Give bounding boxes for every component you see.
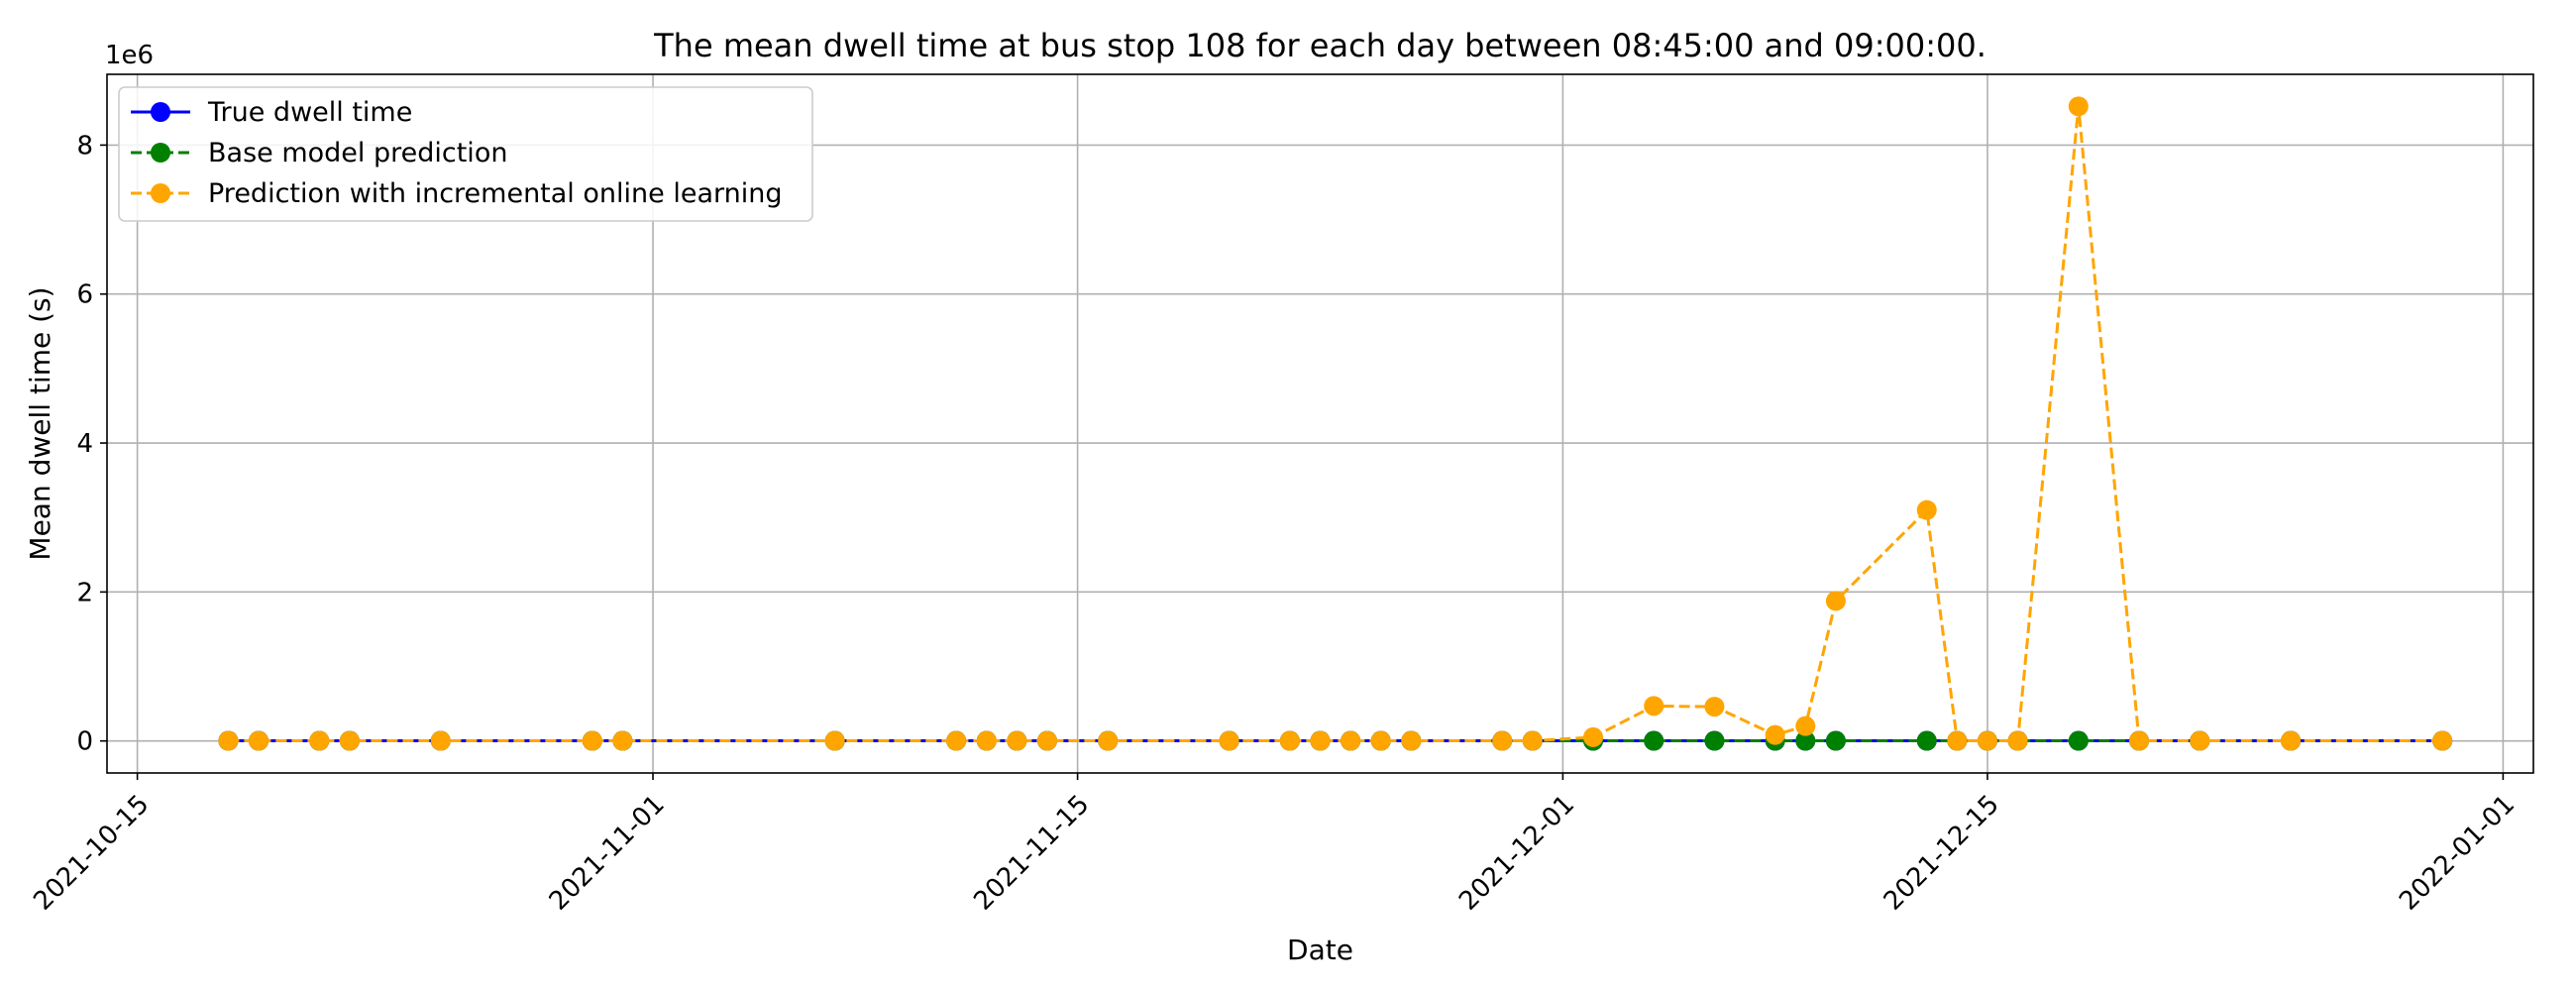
series-2-point: [430, 730, 451, 751]
chart-title: The mean dwell time at bus stop 108 for …: [653, 27, 1986, 64]
series-1-point: [1704, 730, 1725, 751]
y-axis-label: Mean dwell time (s): [24, 286, 56, 560]
series-1-point: [2068, 730, 2089, 751]
y-tick-label: 4: [76, 429, 93, 459]
legend-marker: [151, 102, 170, 122]
series-2-point: [1977, 730, 1997, 751]
series-2-point: [1098, 730, 1119, 751]
legend-marker: [151, 143, 170, 163]
series-2-point: [1310, 730, 1331, 751]
series-2-point: [1219, 730, 1239, 751]
series-2-point: [1522, 730, 1543, 751]
series-2-point: [1036, 730, 1057, 751]
series-2-point: [2190, 730, 2210, 751]
plot-frame: [106, 73, 2534, 774]
series-2-point: [976, 730, 997, 751]
series-2-point: [2007, 730, 2028, 751]
series-1-point: [1644, 730, 1664, 751]
series-2-point: [1279, 730, 1300, 751]
series-1-point: [1795, 730, 1816, 751]
series-1-point: [1825, 730, 1846, 751]
grid: [107, 74, 2533, 773]
y-tick-label: 0: [76, 727, 93, 757]
series-2-point: [582, 730, 602, 751]
legend-entry-label: Prediction with incremental online learn…: [208, 178, 783, 209]
series-2-point: [1341, 730, 1361, 751]
y-tick-label: 6: [76, 280, 93, 310]
series-2-point: [1370, 730, 1391, 751]
series-2-point: [2281, 730, 2302, 751]
series-2-point: [2129, 730, 2150, 751]
y-tick-label: 2: [76, 578, 93, 607]
series-2-point: [2068, 96, 2089, 117]
series-2-point: [339, 730, 360, 751]
series-2-point: [612, 730, 633, 751]
series-2-point: [1583, 726, 1604, 747]
series-2-point: [946, 730, 967, 751]
series-2-point: [1916, 499, 1937, 520]
series-2-point: [1401, 730, 1422, 751]
legend-box: [118, 86, 813, 222]
series-2-point: [2432, 730, 2453, 751]
y-tick-label: 8: [76, 131, 93, 161]
series-2-point: [1947, 730, 1968, 751]
legend-entry-label: Base model prediction: [208, 138, 507, 168]
series-2-point: [1644, 696, 1664, 716]
series-2-point: [1765, 724, 1785, 745]
series-2-point: [249, 730, 269, 751]
series-2-point: [218, 730, 239, 751]
series-1-point: [1916, 730, 1937, 751]
series-2-point: [824, 730, 845, 751]
legend: True dwell time Base model prediction Pred…: [118, 86, 813, 222]
series-2-point: [1704, 697, 1725, 717]
y-axis-offset-label: 1e6: [105, 41, 154, 70]
series-2-point: [1492, 730, 1513, 751]
series-group: [218, 96, 2453, 751]
series-2-point: [1007, 730, 1027, 751]
series-2-point: [309, 730, 330, 751]
legend-marker: [151, 183, 170, 203]
x-axis-label: Date: [1287, 934, 1353, 966]
legend-entry-label: True dwell time: [207, 97, 412, 128]
series-2-point: [1795, 716, 1816, 736]
series-2-point: [1825, 591, 1846, 611]
